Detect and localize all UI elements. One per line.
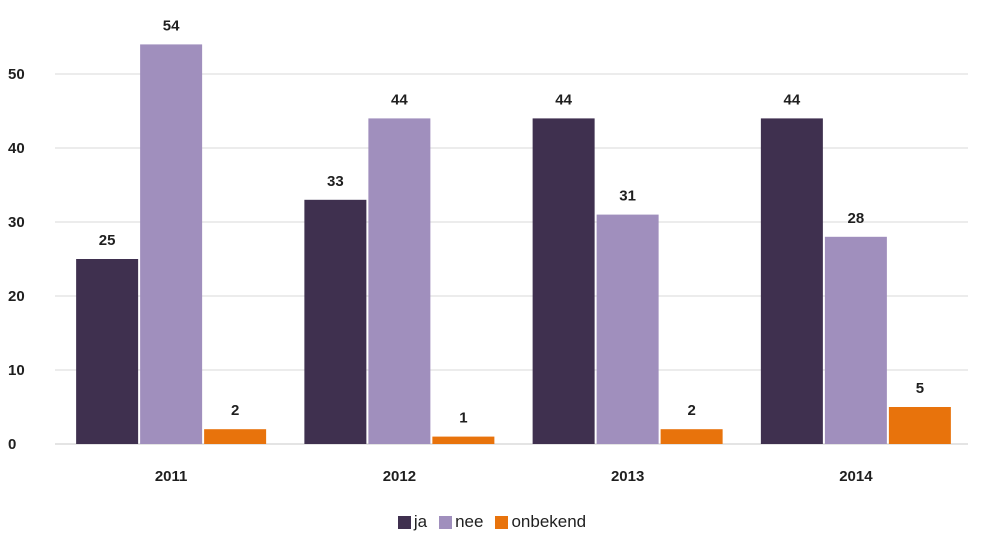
bar-nee-2014 [824,236,887,444]
data-label: 44 [784,91,801,108]
legend-item-nee: nee [439,512,483,532]
chart-legend: ja nee onbekend [0,512,984,532]
data-label: 25 [99,232,116,249]
legend-item-onbekend: onbekend [495,512,586,532]
legend-swatch [439,515,453,529]
legend-label: ja [413,512,428,531]
bar-onbekend-2011 [204,429,267,444]
y-tick-label: 0 [8,436,16,453]
bar-onbekend-2013 [660,429,723,444]
y-tick-label: 50 [8,66,25,83]
bar-ja-2012 [304,199,367,444]
bar-ja-2013 [532,118,595,445]
data-label: 28 [848,210,865,227]
data-label: 2 [231,402,239,419]
legend-swatch [495,515,509,529]
data-label: 5 [916,380,924,397]
x-tick-label: 2012 [383,468,416,485]
bar-nee-2011 [140,44,203,445]
data-label: 33 [327,173,344,190]
data-label: 1 [459,410,467,427]
data-label: 31 [619,188,636,205]
y-tick-label: 30 [8,214,25,231]
x-tick-label: 2011 [155,468,188,485]
x-tick-label: 2014 [839,468,873,485]
y-tick-label: 10 [8,362,25,379]
bar-nee-2012 [368,118,431,445]
legend-swatch [397,515,411,529]
y-tick-label: 40 [8,140,25,157]
legend-label: onbekend [511,512,587,531]
bar-ja-2011 [76,259,139,444]
data-label: 44 [391,91,408,108]
legend-label: nee [455,512,484,531]
bar-onbekend-2012 [432,436,495,444]
bar-onbekend-2014 [888,407,951,444]
bar-ja-2014 [760,118,823,445]
data-label: 54 [163,17,180,34]
data-label: 2 [687,402,695,419]
bar-nee-2013 [596,214,659,444]
y-tick-label: 20 [8,288,25,305]
data-label: 44 [555,91,572,108]
x-tick-label: 2013 [611,468,644,485]
legend-item-ja: ja [397,512,428,532]
